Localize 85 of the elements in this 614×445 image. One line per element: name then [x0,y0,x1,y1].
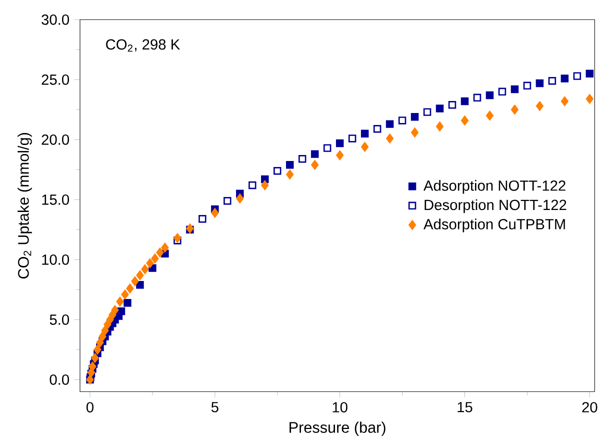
point [310,150,319,158]
point [126,284,134,294]
y-axis-title: CO$_{2}$ Uptake (mmol/g) [18,133,32,278]
point [88,362,96,372]
point [96,338,104,348]
point [298,154,306,163]
point [448,100,456,109]
point [548,76,556,85]
point [174,233,182,243]
point [536,101,544,111]
point [311,160,319,170]
point [236,194,244,204]
point [486,91,494,100]
x-tick-label: 20 [582,402,598,412]
point [286,170,294,180]
point [111,305,119,315]
point [211,208,219,218]
point [224,196,232,205]
point [286,160,294,169]
x-tick-label: 10 [332,402,348,412]
y-tick-label: 30.0 [42,14,70,25]
point [131,276,139,286]
point [348,134,356,142]
legend-label: Desorption NOTT-122 [424,199,566,213]
x-tick-label: 15 [458,402,472,412]
point [473,94,482,102]
point [360,130,369,138]
y-tick-label: 0.0 [50,374,70,385]
point [573,72,582,80]
annotation: CO$_{2}$, 298 K [106,39,180,52]
point [486,110,494,120]
point [136,280,144,289]
legend-label: Adsorption CuTPBTM [424,218,565,232]
point [94,344,102,354]
point [523,82,532,90]
point [261,180,269,190]
point [560,74,569,82]
point [198,214,206,223]
point [361,142,369,152]
point [174,236,182,244]
point [536,79,544,88]
point [411,128,419,138]
y-tick-label: 25.0 [42,74,70,85]
point [436,104,444,112]
x-tick-label: 0 [86,402,94,412]
point [151,254,159,264]
point [586,70,594,78]
point [323,144,332,152]
point [510,85,519,94]
point [116,296,124,306]
point [141,264,149,274]
point [117,307,126,316]
point [156,248,164,258]
point [560,96,568,106]
point [101,326,109,336]
point [248,181,256,190]
point [460,97,469,106]
x-tick-label: 5 [211,402,218,412]
y-tick-label: 15.0 [42,194,70,205]
point [398,116,406,124]
point [386,134,394,144]
point [161,242,169,252]
point [386,120,394,128]
point [91,353,99,363]
point [136,270,144,280]
point [98,332,106,342]
y-tick-label: 20.0 [42,134,70,145]
point [436,122,444,132]
point [336,139,344,148]
point [124,298,132,307]
point [274,166,282,175]
point [460,116,469,126]
point [336,150,344,160]
y-tick-label: 5.0 [50,314,70,325]
point [373,124,382,133]
point [146,258,154,268]
point [586,94,594,104]
y-tick-label: 10.0 [42,254,70,265]
point [498,88,506,96]
point [121,290,129,300]
point [423,108,432,116]
point [510,104,518,114]
point [410,112,419,121]
legend-label: Adsorption NOTT-122 [424,180,566,194]
x-axis-title: Pressure (bar) [290,422,386,436]
